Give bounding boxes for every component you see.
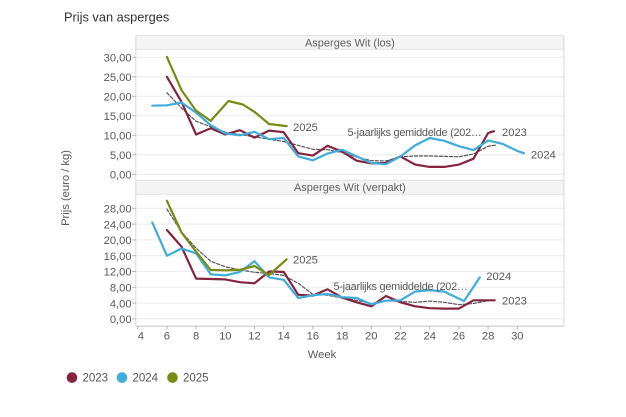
svg-text:12,00: 12,00 [104,267,132,279]
svg-text:2025: 2025 [293,254,318,266]
svg-text:4: 4 [138,331,144,343]
svg-text:Asperges Wit (verpakt): Asperges Wit (verpakt) [294,182,406,194]
svg-text:Asperges Wit (los): Asperges Wit (los) [305,37,395,49]
svg-text:30,00: 30,00 [104,53,132,65]
svg-text:22: 22 [394,331,406,343]
svg-text:2024: 2024 [486,271,511,283]
svg-text:12: 12 [248,331,260,343]
svg-text:0,00: 0,00 [110,314,132,326]
svg-text:Prijs van asperges: Prijs van asperges [64,10,169,25]
svg-text:2024: 2024 [133,373,159,385]
svg-text:5,00: 5,00 [110,150,132,162]
svg-text:15,00: 15,00 [104,111,132,123]
svg-text:2025: 2025 [293,122,318,134]
svg-text:20,00: 20,00 [104,92,132,104]
svg-text:24: 24 [423,331,435,343]
svg-text:28: 28 [482,331,494,343]
svg-text:14: 14 [277,331,289,343]
svg-text:16,00: 16,00 [104,251,132,263]
svg-text:24,00: 24,00 [104,219,132,231]
svg-text:5-jaarlijks gemiddelde (202…: 5-jaarlijks gemiddelde (202… [348,127,482,139]
svg-text:Week: Week [308,349,337,361]
svg-text:Prijs (euro / kg): Prijs (euro / kg) [60,150,72,226]
svg-text:8: 8 [193,331,199,343]
svg-text:26: 26 [453,331,465,343]
svg-text:18: 18 [336,331,348,343]
svg-text:10,00: 10,00 [104,131,132,143]
svg-text:2023: 2023 [502,295,527,307]
svg-text:20: 20 [365,331,377,343]
svg-text:30: 30 [511,331,523,343]
svg-text:2024: 2024 [531,150,556,162]
svg-text:2023: 2023 [83,373,109,385]
svg-text:8,00: 8,00 [110,283,132,295]
svg-text:25,00: 25,00 [104,72,132,84]
svg-text:28,00: 28,00 [104,204,132,216]
svg-text:20,00: 20,00 [104,235,132,247]
svg-text:10: 10 [219,331,231,343]
svg-text:2023: 2023 [502,127,527,139]
svg-text:6: 6 [164,331,170,343]
svg-text:5-jaarlijks gemiddelde (202…: 5-jaarlijks gemiddelde (202… [334,281,468,293]
svg-text:16: 16 [307,331,319,343]
svg-text:0,00: 0,00 [110,170,132,182]
svg-text:4,00: 4,00 [110,298,132,310]
svg-text:2025: 2025 [183,373,209,385]
